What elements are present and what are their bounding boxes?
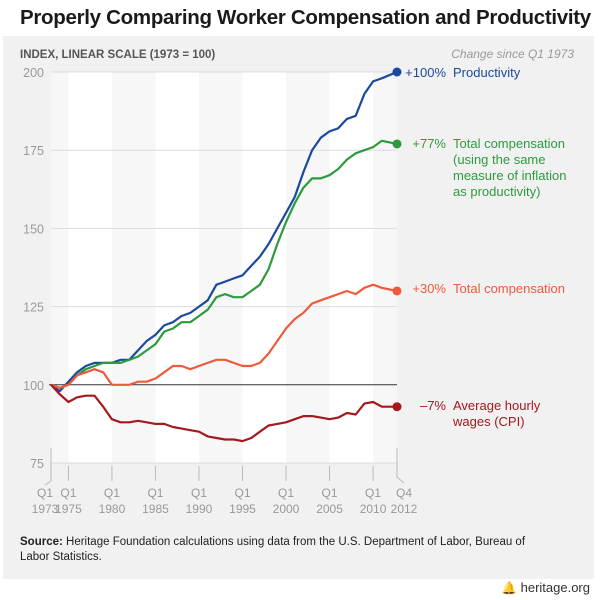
footer-site: heritage.org — [520, 580, 590, 595]
bell-icon: 🔔 — [501, 581, 517, 595]
y-axis-label: INDEX, LINEAR SCALE (1973 = 100) — [20, 49, 215, 61]
series-name-label: as productivity) — [453, 184, 540, 199]
series-name-label: Total compensation — [453, 281, 565, 296]
legend-header: Change since Q1 1973 — [451, 47, 574, 61]
x-tick-quarter: Q1 — [104, 486, 120, 500]
series-change-label: +100% — [405, 65, 446, 80]
y-tick-label: 75 — [30, 457, 44, 471]
source-text: Heritage Foundation calculations using d… — [20, 536, 526, 563]
series-name-label: Total compensation — [453, 136, 565, 151]
series-line — [50, 139, 398, 389]
year-band — [373, 72, 397, 463]
series-end-marker — [392, 402, 402, 412]
y-tick-label: 125 — [23, 301, 44, 315]
year-band — [51, 72, 69, 463]
year-band — [68, 72, 112, 463]
x-tick-year: 1975 — [55, 502, 82, 516]
x-tick-year: 1995 — [229, 502, 256, 516]
year-band — [198, 72, 243, 463]
x-tick — [396, 469, 405, 484]
source-label: Source: — [20, 536, 63, 548]
y-tick-label: 100 — [23, 379, 44, 393]
source-note: Source: Heritage Foundation calculations… — [20, 535, 540, 565]
year-band — [329, 72, 374, 463]
x-tick-year: 2005 — [316, 502, 343, 516]
series-end-marker — [392, 139, 402, 149]
series-line — [50, 384, 397, 443]
x-tick-quarter: Q1 — [60, 486, 76, 500]
x-tick-quarter: Q1 — [278, 486, 294, 500]
x-tick-year: 1980 — [99, 502, 126, 516]
x-tick-year: 2012 — [391, 502, 418, 516]
x-tick-year: 2010 — [360, 502, 387, 516]
series-name-label: Average hourly — [453, 398, 541, 413]
year-band — [155, 72, 199, 463]
series-name-label: measure of inflation — [453, 168, 566, 183]
footer: 🔔 heritage.org — [502, 580, 590, 595]
x-tick-year: 1990 — [186, 502, 213, 516]
x-tick-quarter: Q1 — [191, 486, 207, 500]
x-tick-quarter: Q1 — [37, 486, 53, 500]
x-tick-quarter: Q1 — [234, 486, 250, 500]
y-tick-label: 150 — [23, 222, 44, 236]
x-tick-year: 1973 — [32, 502, 59, 516]
x-tick-quarter: Q1 — [147, 486, 163, 500]
series-change-label: –7% — [420, 398, 446, 413]
x-tick-quarter: Q1 — [365, 486, 381, 500]
series-end-marker — [392, 67, 402, 77]
series-name-label: wages (CPI) — [452, 414, 525, 429]
x-tick-quarter: Q4 — [396, 486, 412, 500]
series-name-label: (using the same — [453, 152, 546, 167]
x-tick-year: 1985 — [142, 502, 169, 516]
series-change-label: +30% — [412, 281, 446, 296]
series-line — [50, 283, 398, 389]
series-name-label: Productivity — [453, 65, 521, 80]
chart-title: Properly Comparing Worker Compensation a… — [20, 6, 591, 29]
series-end-marker — [392, 286, 402, 296]
y-tick-label: 200 — [23, 66, 44, 80]
y-tick-label: 175 — [23, 144, 44, 158]
year-band — [286, 72, 330, 463]
series-change-label: +77% — [412, 136, 446, 151]
x-tick — [44, 475, 52, 486]
x-tick-year: 2000 — [273, 502, 300, 516]
x-tick-quarter: Q1 — [322, 486, 338, 500]
year-band — [111, 72, 156, 463]
